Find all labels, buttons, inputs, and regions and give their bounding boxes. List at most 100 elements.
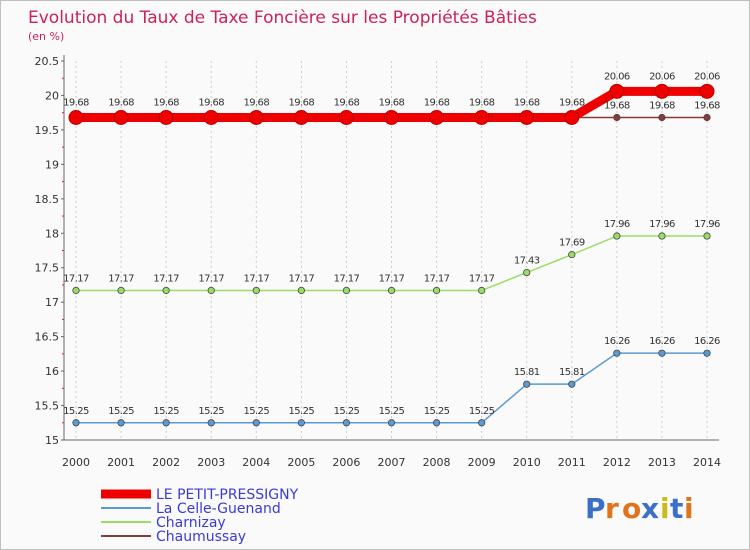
data-label: 15.81 xyxy=(514,367,540,378)
legend-entry: LE PETIT-PRESSIGNY xyxy=(156,487,299,503)
logo-letter: t xyxy=(670,492,683,525)
logo-letter: i xyxy=(660,492,670,525)
x-tick-label: 2003 xyxy=(197,456,225,469)
data-label: 19.68 xyxy=(649,101,675,112)
data-label: 17.17 xyxy=(63,273,89,284)
data-label: 15.25 xyxy=(153,406,179,417)
data-point xyxy=(523,268,531,277)
data-label: 17.17 xyxy=(379,273,405,284)
data-label: 17.17 xyxy=(108,273,134,284)
series-points xyxy=(68,83,715,427)
data-label: 16.26 xyxy=(604,336,630,347)
data-label: 17.96 xyxy=(604,219,630,230)
data-label: 19.68 xyxy=(694,101,720,112)
axes: 2000 2001 2002 2003 2004 2005 2006 2007 2008 2009… xyxy=(35,55,721,469)
data-point xyxy=(658,349,666,357)
logo-letter: r xyxy=(605,492,619,525)
x-tick-label: 2012 xyxy=(603,456,631,469)
data-label: 19.68 xyxy=(559,98,585,109)
data-label: 17.17 xyxy=(469,273,495,284)
data-point xyxy=(703,349,711,357)
y-tick-label: 20 xyxy=(45,89,59,102)
data-label: 15.25 xyxy=(243,406,269,417)
data-labels: 15.25 15.25 15.25 15.25 15.25 15.25 15.25 15.25… xyxy=(63,71,720,416)
data-point xyxy=(703,232,711,240)
y-tick-label: 16.5 xyxy=(35,331,60,344)
x-tick-label: 2014 xyxy=(693,456,721,469)
data-label: 17.17 xyxy=(424,273,450,284)
y-tick-label: 15 xyxy=(45,434,59,447)
y-tick-label: 17.5 xyxy=(35,262,60,275)
data-label: 19.68 xyxy=(243,98,269,109)
data-point xyxy=(568,251,576,259)
data-point xyxy=(519,110,535,126)
data-label: 19.68 xyxy=(469,98,495,109)
data-point xyxy=(248,110,264,126)
data-point xyxy=(207,419,215,427)
legend-entry: Charnizay xyxy=(156,515,226,531)
data-label: 15.25 xyxy=(63,406,89,417)
data-label: 17.17 xyxy=(153,273,179,284)
data-label: 15.25 xyxy=(469,406,495,417)
x-tick-label: 2005 xyxy=(287,456,315,469)
data-label: 17.96 xyxy=(694,219,720,230)
y-axis-unit-label: (en %) xyxy=(28,30,64,43)
data-point xyxy=(478,419,486,427)
data-point xyxy=(72,419,80,427)
data-label: 19.68 xyxy=(108,98,134,109)
data-label: 17.17 xyxy=(243,273,269,284)
data-label: 20.06 xyxy=(604,71,630,82)
data-label: 19.68 xyxy=(604,101,630,112)
data-point xyxy=(699,83,715,99)
data-point xyxy=(342,286,351,295)
data-label: 15.25 xyxy=(379,406,405,417)
data-label: 19.68 xyxy=(514,98,540,109)
y-tick-label: 19 xyxy=(45,158,59,171)
logo-letter: P xyxy=(585,492,606,525)
data-point xyxy=(478,286,486,295)
data-point xyxy=(387,419,396,427)
data-point xyxy=(68,110,84,126)
data-point xyxy=(658,113,666,122)
x-tick-label: 2002 xyxy=(152,456,180,469)
y-tick-label: 18 xyxy=(45,227,59,240)
data-label: 16.26 xyxy=(694,336,720,347)
data-point xyxy=(162,286,170,295)
data-point xyxy=(387,286,396,295)
data-label: 19.68 xyxy=(379,98,405,109)
data-point xyxy=(654,83,670,99)
data-point xyxy=(252,286,260,295)
y-tick-label: 15.5 xyxy=(35,400,60,413)
x-tick-label: 2009 xyxy=(468,456,496,469)
data-point xyxy=(162,419,170,427)
data-label: 15.25 xyxy=(289,406,315,417)
data-label: 19.68 xyxy=(198,98,224,109)
y-tick-label: 18.5 xyxy=(35,193,60,206)
legend-entry: Chaumussay xyxy=(156,529,246,545)
x-tick-label: 2011 xyxy=(558,456,586,469)
data-label: 20.06 xyxy=(649,71,675,82)
data-point xyxy=(432,419,441,427)
logo-letter: i xyxy=(684,492,694,525)
data-point xyxy=(252,419,260,427)
x-tick-label: 2007 xyxy=(378,456,406,469)
data-point xyxy=(297,286,305,295)
data-point xyxy=(384,110,399,126)
data-point xyxy=(297,419,305,427)
x-tick-label: 2010 xyxy=(513,456,541,469)
y-tick-label: 16 xyxy=(45,365,59,378)
data-point xyxy=(523,380,531,388)
data-label: 15.81 xyxy=(559,367,585,378)
x-tick-label: 2013 xyxy=(648,456,676,469)
x-tick-label: 2000 xyxy=(62,456,90,469)
data-point xyxy=(568,380,576,388)
data-point xyxy=(113,110,129,126)
x-tick-label: 2004 xyxy=(242,456,270,469)
data-point xyxy=(613,349,621,357)
legend-entry: La Celle-Guenand xyxy=(156,501,281,517)
data-label: 15.25 xyxy=(334,406,360,417)
